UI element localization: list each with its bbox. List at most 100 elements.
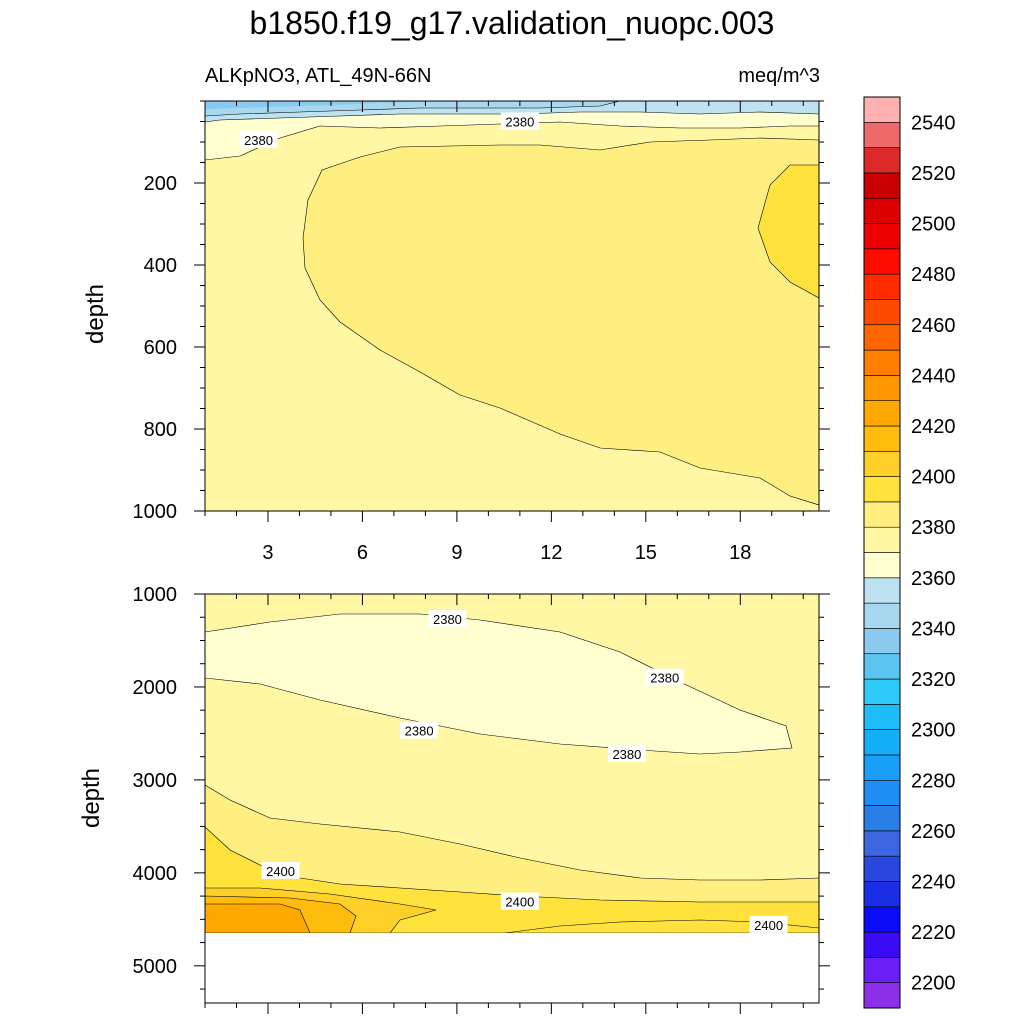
y-tick-label: 600 (144, 337, 177, 359)
colorbar-tick-label: 2260 (911, 821, 956, 843)
upper-contour-labels: 2380 2380 (239, 112, 539, 148)
colorbar-swatch (863, 931, 901, 958)
y-tick-label: 2000 (133, 677, 178, 699)
x-tick-label: 12 (540, 542, 562, 564)
contour-label-text: 2380 (244, 133, 273, 148)
contour-label: 2380 (428, 610, 467, 628)
colorbar-swatch (863, 855, 901, 882)
colorbar-tick-label: 2320 (911, 669, 956, 691)
upper-y-ticks: 200 400 600 800 1000 (133, 100, 830, 523)
x-tick-label: 6 (357, 542, 368, 564)
contour-label: 2380 (239, 130, 278, 148)
units-label: meq/m^3 (738, 65, 820, 87)
contour-label: 2400 (749, 915, 788, 933)
colorbar-swatch (863, 501, 901, 528)
upper-contour-fills (205, 101, 819, 511)
colorbar-tick-labels: 2200 2220 2240 2260 2280 2300 2320 2340 2360 2380… (911, 112, 956, 994)
lower-y-axis-label: depth (78, 768, 105, 828)
colorbar-swatch (863, 197, 901, 224)
contour-label-text: 2400 (266, 864, 295, 879)
contour-label-text: 2380 (612, 747, 641, 762)
lower-y-ticks: 1000 2000 3000 4000 5000 (133, 584, 830, 990)
colorbar-swatch (863, 324, 901, 351)
x-tick-label: 15 (635, 542, 657, 564)
x-tick-label: 18 (729, 542, 751, 564)
colorbar-swatch (863, 678, 901, 705)
colorbar-tick-label: 2420 (911, 416, 956, 438)
colorbar-tick-label: 2300 (911, 720, 956, 742)
lower-contour-fills (205, 594, 819, 933)
contour-label-text: 2400 (754, 918, 783, 933)
lower-panel: 1000 2000 3000 4000 5000 2380 2380 2380 2380 240… (78, 584, 830, 1014)
lower-missing-data (205, 933, 819, 1003)
colorbar-tick-label: 2500 (911, 214, 956, 236)
colorbar-swatch (863, 779, 901, 806)
colorbar-swatch (863, 628, 901, 655)
colorbar-tick-label: 2440 (911, 365, 956, 387)
colorbar-tick-label: 2520 (911, 163, 956, 185)
colorbar-swatch (863, 552, 901, 579)
y-tick-label: 400 (144, 255, 177, 277)
chart-title: b1850.f19_g17.validation_nuopc.003 (250, 5, 775, 41)
contour-label: 2400 (500, 892, 539, 910)
colorbar-swatch (863, 299, 901, 326)
fill-band-2430-2440 (205, 903, 311, 933)
fill-band-2400-bottom-right (504, 919, 819, 933)
contour-label: 2400 (261, 862, 300, 880)
fill-band-2390-2400 (302, 137, 819, 506)
contour-label-text: 2380 (405, 724, 434, 739)
y-tick-label: 200 (144, 173, 177, 195)
lower-x-ticks (204, 594, 804, 1014)
colorbar-swatch (863, 172, 901, 199)
contour-label-text: 2380 (505, 115, 534, 130)
colorbar-frame (863, 96, 901, 1009)
colorbar-swatch (863, 754, 901, 781)
colorbar-swatch (863, 349, 901, 376)
colorbar-tick-label: 2200 (911, 973, 956, 995)
x-tick-label: 3 (262, 542, 273, 564)
colorbar-tick-label: 2220 (911, 922, 956, 944)
y-tick-label: 4000 (133, 863, 178, 885)
colorbar-swatch (863, 982, 901, 1009)
colorbar (863, 96, 901, 1009)
colorbar-swatch (863, 906, 901, 933)
colorbar-tick-label: 2540 (911, 112, 956, 134)
colorbar-swatch (863, 248, 901, 275)
upper-panel: 3 6 9 12 15 18 200 400 600 800 1000 2380 2380 dept… (82, 100, 830, 564)
contour-label-text: 2400 (505, 895, 534, 910)
colorbar-tick-label: 2480 (911, 264, 956, 286)
contour-label-text: 2380 (650, 671, 679, 686)
contour-label: 2380 (400, 721, 439, 739)
colorbar-swatch (863, 653, 901, 680)
colorbar-swatch (863, 96, 901, 123)
colorbar-swatch (863, 830, 901, 857)
colorbar-swatch (863, 526, 901, 553)
colorbar-swatch (863, 805, 901, 832)
colorbar-swatch (863, 704, 901, 730)
colorbar-swatch (863, 273, 901, 300)
colorbar-tick-label: 2280 (911, 770, 956, 792)
colorbar-swatch (863, 729, 901, 756)
colorbar-swatch (863, 400, 901, 427)
contour-label: 2380 (607, 744, 646, 762)
colorbar-swatch (863, 450, 901, 477)
colorbar-tick-label: 2240 (911, 871, 956, 893)
colorbar-swatch (863, 602, 901, 629)
x-tick-label: 9 (451, 542, 462, 564)
contour-label-text: 2380 (433, 612, 462, 627)
colorbar-tick-label: 2340 (911, 618, 956, 640)
colorbar-swatch (863, 577, 901, 604)
colorbar-tick-label: 2460 (911, 315, 956, 337)
colorbar-swatch (863, 957, 901, 983)
colorbar-swatch (863, 147, 901, 174)
y-tick-label: 1000 (133, 501, 178, 523)
y-tick-label: 5000 (133, 956, 178, 978)
colorbar-swatch (863, 122, 901, 148)
fill-band-2400-2410 (757, 164, 819, 299)
colorbar-tick-label: 2400 (911, 467, 956, 489)
y-tick-label: 3000 (133, 770, 178, 792)
colorbar-swatch (863, 223, 901, 250)
contour-label: 2380 (500, 112, 539, 130)
colorbar-tick-label: 2360 (911, 568, 956, 590)
